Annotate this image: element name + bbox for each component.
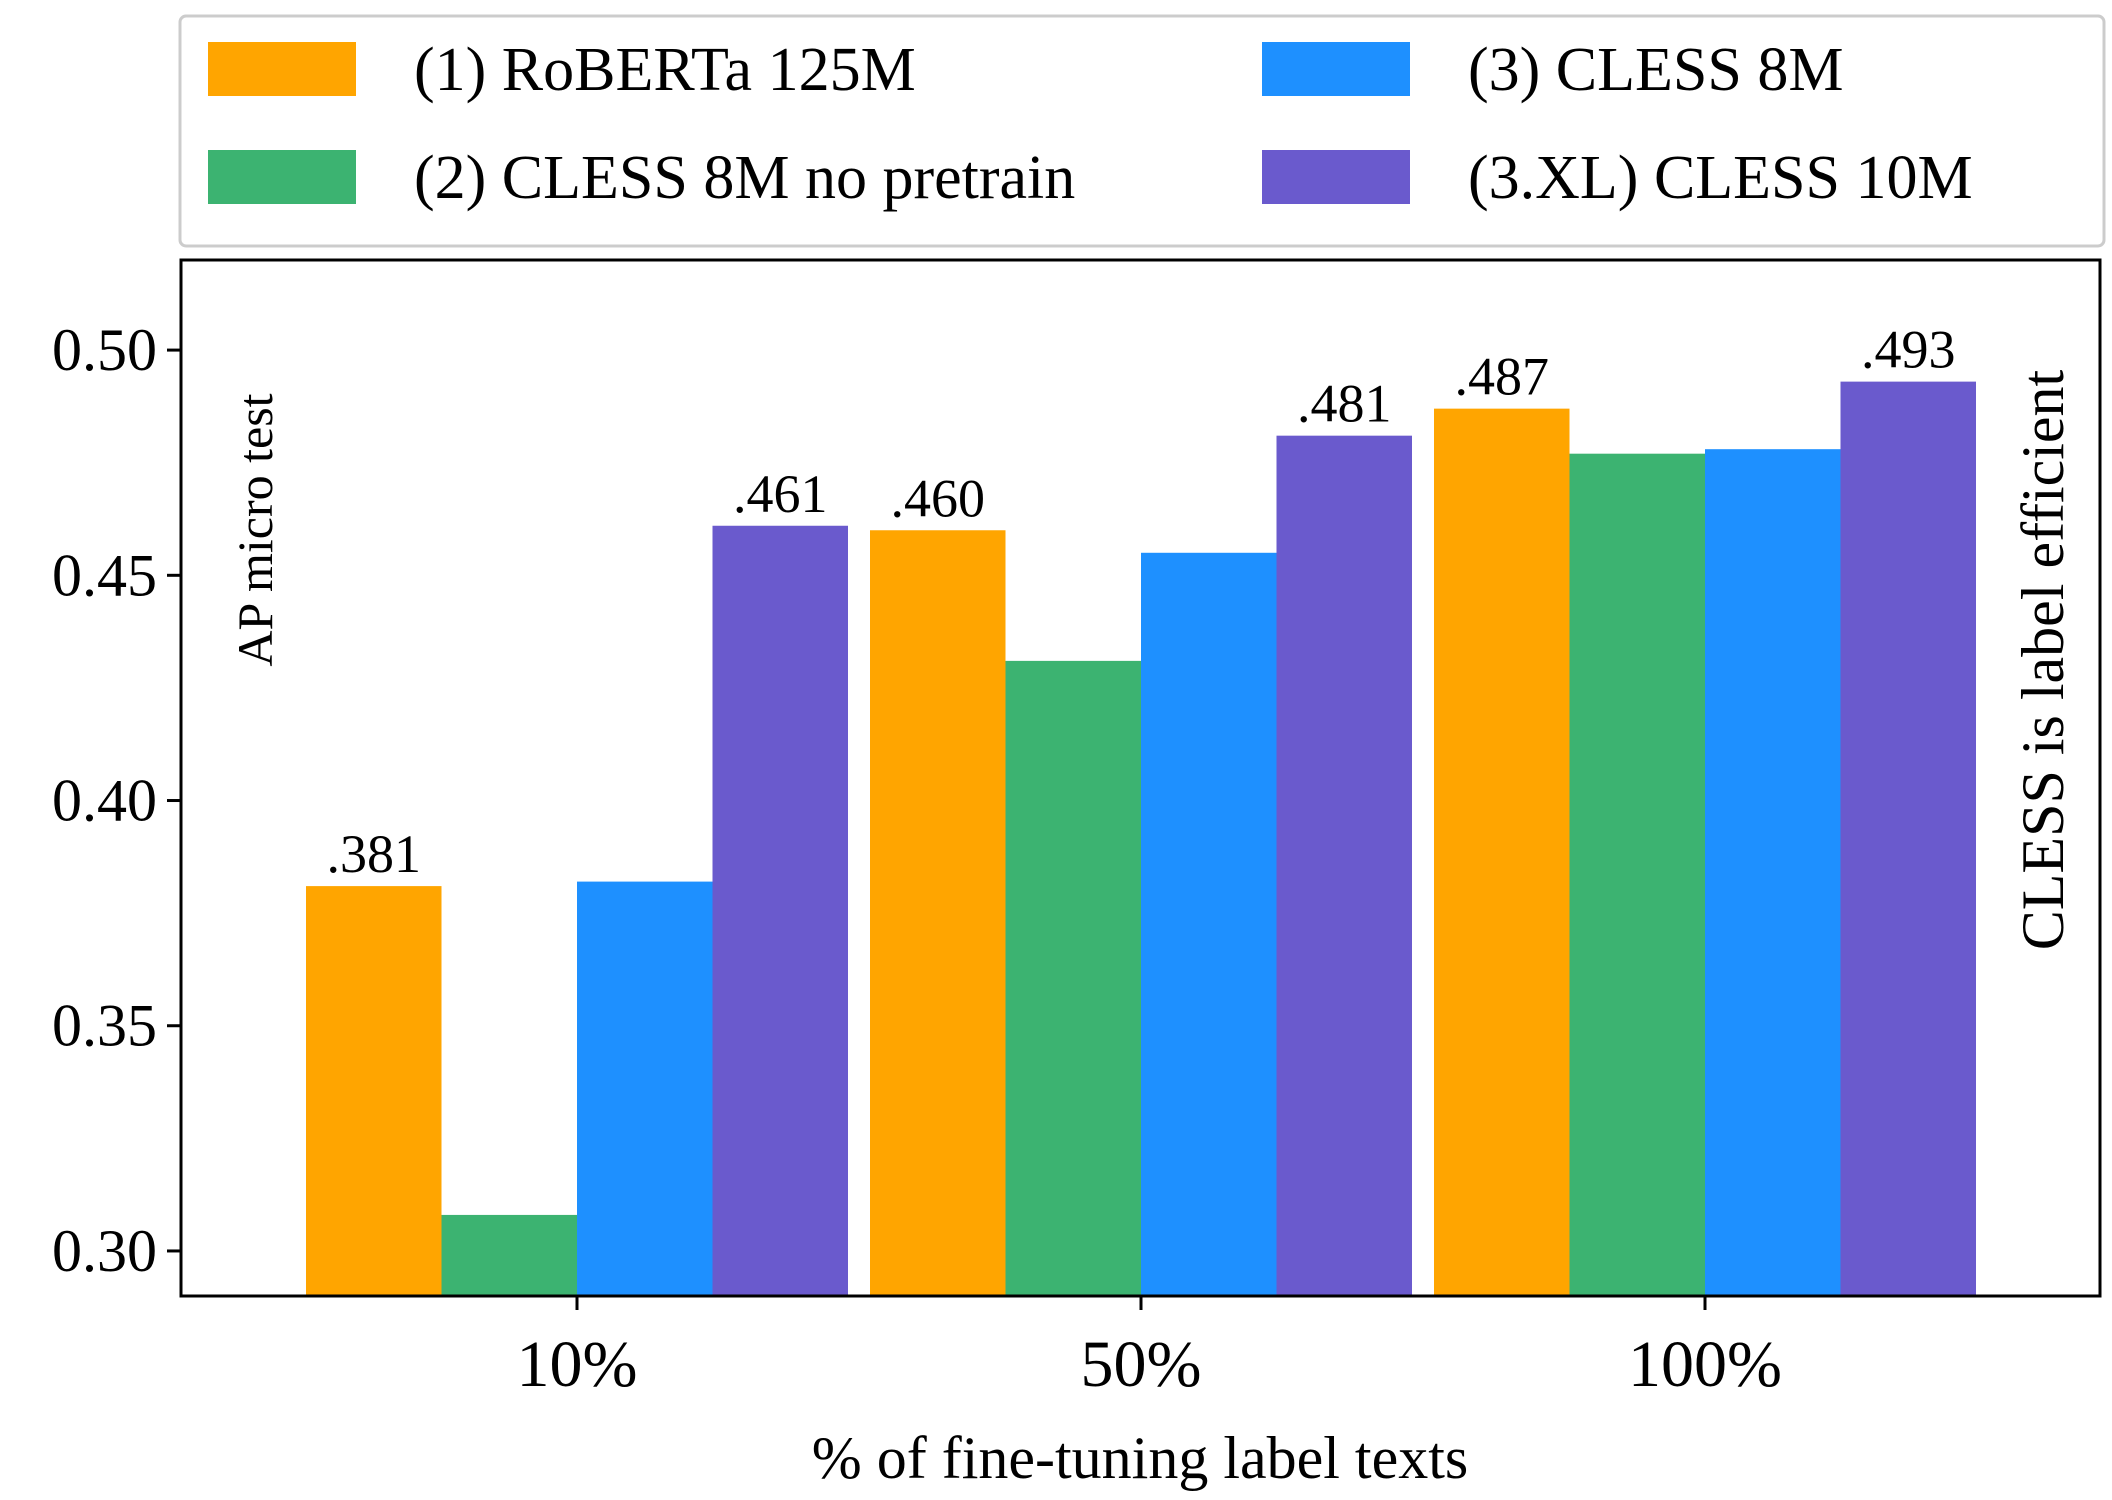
bar-3-50pct <box>1141 552 1277 1296</box>
bar-4-100pct <box>1840 381 1976 1296</box>
bar-1-50pct <box>870 530 1006 1296</box>
bar-1-100pct <box>1434 408 1570 1297</box>
data-label: .381 <box>327 824 422 884</box>
y-tick-label: 0.35 <box>52 993 157 1059</box>
y-tick-label: 0.50 <box>52 317 157 383</box>
legend-label: (3.XL) CLESS 10M <box>1468 144 1973 212</box>
legend-swatch <box>1262 42 1410 96</box>
bar-2-10pct <box>441 1214 577 1296</box>
x-tick-label: 10% <box>517 1328 638 1401</box>
bar-4-50pct <box>1276 435 1412 1296</box>
data-label: .487 <box>1455 347 1550 407</box>
legend-label: (1) RoBERTa 125M <box>414 36 916 104</box>
bar-3-10pct <box>577 881 713 1296</box>
data-label: .461 <box>733 464 828 524</box>
data-labels: .381 .461 .460 .481 .487 .493 <box>327 320 1956 884</box>
x-axis: 10% 50% 100% <box>517 1296 1782 1401</box>
legend-swatch <box>208 42 356 96</box>
data-label: .481 <box>1297 374 1392 434</box>
y-axis: 0.30 0.35 0.40 0.45 0.50 <box>52 317 181 1284</box>
bars <box>306 381 1976 1297</box>
y-tick-label: 0.45 <box>52 542 157 608</box>
legend-label: (3) CLESS 8M <box>1468 36 1843 104</box>
x-axis-label: % of fine-tuning label texts <box>812 1425 1468 1491</box>
legend-frame <box>178 14 2106 248</box>
legend-swatch <box>208 150 356 204</box>
x-tick-label: 50% <box>1081 1328 1202 1401</box>
x-tick-label: 100% <box>1628 1328 1782 1401</box>
annotation-right: CLESS is label efficient <box>2010 369 2076 950</box>
bar-3-100pct <box>1705 449 1841 1296</box>
bar-2-50pct <box>1005 660 1141 1296</box>
legend: (1) RoBERTa 125M (2) CLESS 8M no pretrain… <box>178 14 2106 248</box>
y-tick-label: 0.40 <box>52 768 157 834</box>
legend-swatch <box>1262 150 1410 204</box>
data-label: .460 <box>891 468 986 528</box>
bar-2-100pct <box>1569 453 1705 1296</box>
y-tick-label: 0.30 <box>52 1218 157 1284</box>
bar-4-10pct <box>712 525 848 1296</box>
data-label: .493 <box>1861 320 1956 380</box>
annotation-left: AP micro test <box>227 393 283 666</box>
bar-1-10pct <box>306 886 442 1296</box>
legend-label: (2) CLESS 8M no pretrain <box>414 144 1075 212</box>
